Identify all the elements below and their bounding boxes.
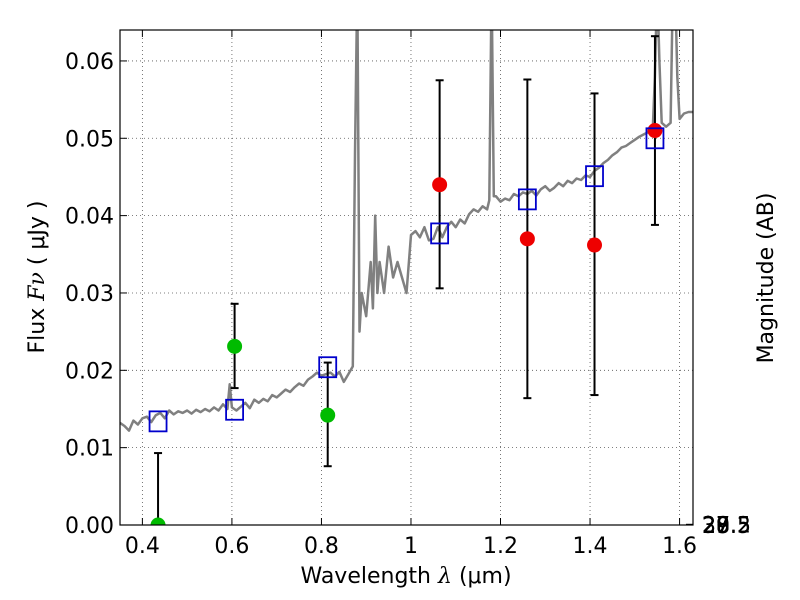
plot-frame	[119, 29, 694, 526]
axis-ticks: 0.4 0.6 0.8 1 1.2 1.4 1.6 0.00 0.01 0.02 0.03 0.04 0…	[65, 30, 751, 559]
hst-point	[320, 407, 336, 423]
y-tick-label: 0.02	[65, 359, 114, 384]
nir-point	[587, 237, 603, 253]
sed-line	[120, 30, 693, 432]
hst-point	[150, 517, 166, 525]
mag-tick-label: 28.5	[702, 514, 751, 539]
model-photometry-square	[225, 398, 245, 421]
x-axis-title: Wavelength λ (μm)	[300, 564, 511, 589]
x-tick-label: 0.6	[214, 534, 249, 559]
mag-tick-label: 27	[702, 513, 730, 538]
model-photometry-square	[585, 165, 604, 188]
y-tick-label: 0.05	[65, 127, 114, 152]
x-tick-label: 1	[404, 534, 418, 559]
y-tick-label: 0.00	[65, 514, 114, 539]
y2-axis-title: Magnitude (AB)	[754, 193, 779, 364]
mag-tick-label: 28	[702, 514, 730, 539]
data-layer	[120, 30, 693, 525]
y-tick-label: 0.06	[65, 50, 114, 75]
model-photometry-square	[517, 188, 537, 211]
hst-point	[227, 338, 243, 354]
nir-point	[519, 231, 535, 247]
mag-tick-label: 30	[702, 514, 730, 539]
model-photometry-square	[148, 410, 168, 433]
x-tick-label: 1.2	[483, 534, 518, 559]
grid-lines	[120, 30, 693, 525]
y-axis-title: Flux Fν ( μJy )	[25, 200, 50, 353]
x-tick-label: 0.8	[304, 534, 339, 559]
mag-tick-label: 29	[702, 514, 730, 539]
model-photometry-square	[430, 222, 450, 245]
y-tick-label: 0.03	[65, 282, 114, 307]
x-tick-label: 0.4	[125, 534, 160, 559]
model-photometry-square	[645, 127, 665, 150]
x-tick-label: 1.4	[573, 534, 608, 559]
nir-point	[647, 123, 663, 139]
mag-tick-label: 27.5	[702, 514, 751, 539]
nir-point	[432, 177, 448, 193]
x-tick-label: 1.6	[662, 534, 697, 559]
model-photometry-square	[318, 356, 338, 379]
mag-tick-label: 27.2	[702, 513, 751, 538]
y-tick-label: 0.01	[65, 437, 114, 462]
y-tick-label: 0.04	[65, 205, 114, 230]
